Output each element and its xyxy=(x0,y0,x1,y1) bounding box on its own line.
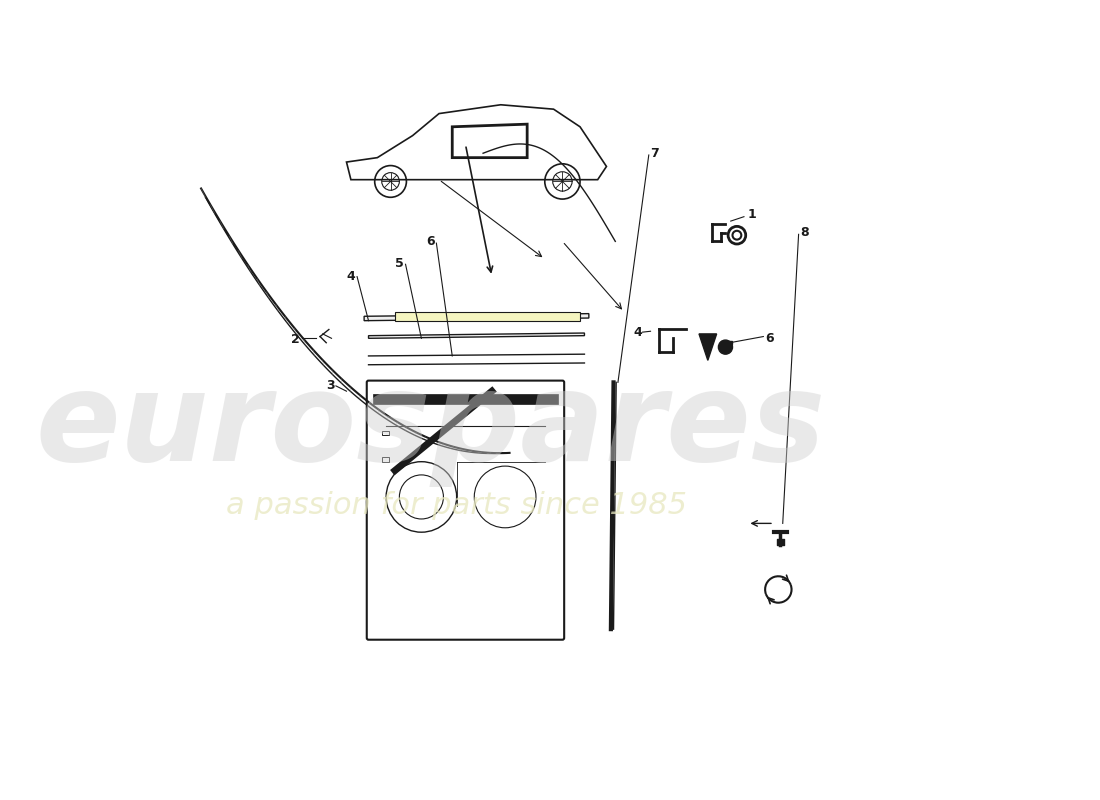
Text: 7: 7 xyxy=(650,146,659,160)
Text: 2: 2 xyxy=(292,333,300,346)
Text: 4: 4 xyxy=(346,270,355,283)
Text: 5: 5 xyxy=(395,257,404,270)
Text: a passion for parts since 1985: a passion for parts since 1985 xyxy=(227,491,688,520)
PathPatch shape xyxy=(368,333,584,338)
Text: 6: 6 xyxy=(426,235,434,248)
Bar xyxy=(373,394,558,405)
FancyBboxPatch shape xyxy=(366,381,564,640)
Text: 4: 4 xyxy=(632,326,641,338)
Bar xyxy=(382,431,388,435)
Text: 1: 1 xyxy=(748,209,756,222)
Polygon shape xyxy=(720,341,733,345)
PathPatch shape xyxy=(346,105,606,180)
Text: 6: 6 xyxy=(766,332,773,345)
Bar xyxy=(395,312,580,321)
Bar xyxy=(382,458,388,462)
Text: 3: 3 xyxy=(327,379,336,392)
Text: eurospares: eurospares xyxy=(35,366,825,487)
Polygon shape xyxy=(698,334,716,360)
PathPatch shape xyxy=(364,314,588,321)
Text: 8: 8 xyxy=(801,226,808,239)
Circle shape xyxy=(718,340,733,354)
